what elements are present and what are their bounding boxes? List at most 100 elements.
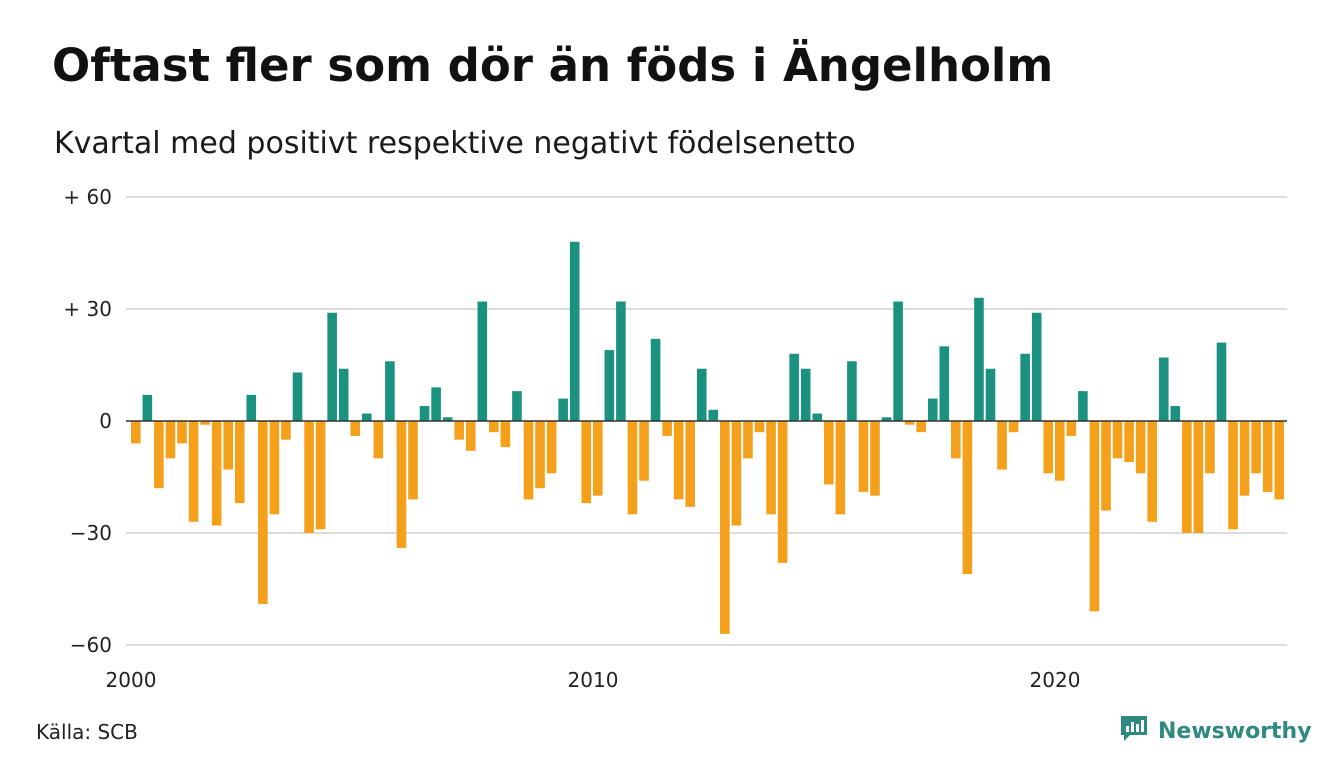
bar — [1008, 421, 1019, 433]
bar — [685, 421, 695, 507]
bar — [500, 421, 511, 448]
bar — [558, 398, 568, 421]
bar — [731, 421, 742, 526]
bar — [1193, 421, 1204, 533]
bar — [847, 361, 857, 421]
bar — [1124, 421, 1134, 463]
y-axis-ticks: −60 −30 0 + 30 + 60 — [63, 185, 112, 657]
bar — [362, 413, 372, 421]
bar — [835, 421, 846, 515]
bar — [777, 421, 788, 563]
bar — [292, 372, 303, 421]
y-tick-label: + 30 — [63, 297, 112, 321]
bar — [431, 387, 441, 421]
bar — [1147, 421, 1157, 522]
bar — [720, 421, 730, 634]
bar — [812, 413, 823, 421]
y-tick-label: + 60 — [63, 185, 112, 209]
bar — [1078, 391, 1088, 421]
bar — [234, 421, 245, 504]
bar — [269, 421, 280, 515]
bar — [593, 421, 603, 496]
bar — [1170, 406, 1181, 421]
bar — [1216, 342, 1227, 421]
bar — [165, 421, 176, 459]
bar — [1262, 421, 1273, 492]
bar — [131, 421, 141, 444]
x-tick-label: 2020 — [1030, 668, 1081, 692]
bar — [939, 346, 950, 421]
bar — [916, 421, 926, 433]
bar — [281, 421, 291, 440]
brand-logo: Newsworthy — [1118, 713, 1312, 749]
bar — [708, 409, 719, 421]
bar — [465, 421, 476, 451]
bar — [893, 301, 903, 421]
x-axis-ticks: 2000 2010 2020 — [106, 668, 1081, 692]
bar — [962, 421, 973, 575]
bar — [211, 421, 222, 526]
bar — [385, 361, 395, 421]
bar — [800, 368, 811, 421]
bar — [304, 421, 314, 533]
brand-name: Newsworthy — [1158, 718, 1312, 744]
bar — [1055, 421, 1065, 481]
bar — [881, 417, 892, 421]
bar — [188, 421, 199, 522]
bar — [442, 417, 453, 421]
bar — [1020, 353, 1030, 421]
bar — [662, 421, 672, 436]
bar — [1251, 421, 1261, 474]
bar — [754, 421, 765, 433]
x-tick-label: 2000 — [106, 668, 157, 692]
bar — [477, 301, 488, 421]
source-note: Källa: SCB — [36, 720, 138, 744]
y-tick-label: −30 — [70, 521, 112, 545]
bar — [338, 368, 349, 421]
bar — [1274, 421, 1285, 500]
bar — [951, 421, 961, 459]
bar — [1239, 421, 1250, 496]
bar — [142, 394, 153, 421]
bar — [604, 350, 615, 421]
bar — [408, 421, 418, 500]
bar — [200, 421, 210, 425]
bar — [581, 421, 592, 504]
bar — [1031, 312, 1042, 421]
bar — [766, 421, 776, 515]
bar — [154, 421, 164, 489]
bars — [131, 241, 1285, 634]
bar — [246, 394, 257, 421]
bar — [373, 421, 384, 459]
y-tick-label: −60 — [70, 633, 112, 657]
chart-subtitle: Kvartal med positivt respektive negativt… — [54, 126, 856, 161]
bar — [1228, 421, 1238, 530]
bar — [419, 406, 430, 421]
bar — [523, 421, 534, 500]
bar — [569, 241, 580, 421]
bar — [396, 421, 407, 548]
chart-title: Oftast fler som dör än föds i Ängelholm — [52, 39, 1054, 92]
bar — [904, 421, 915, 425]
bar — [927, 398, 938, 421]
bar — [1135, 421, 1146, 474]
bar — [985, 368, 996, 421]
bar — [650, 338, 661, 421]
bar — [1066, 421, 1077, 436]
bar — [258, 421, 268, 604]
bar — [824, 421, 834, 485]
bar — [350, 421, 361, 436]
bar — [1043, 421, 1054, 474]
bar — [327, 312, 337, 421]
bar — [315, 421, 326, 530]
bar — [627, 421, 638, 515]
bar — [489, 421, 499, 433]
bar — [858, 421, 869, 492]
bar — [454, 421, 464, 440]
bar — [1089, 421, 1100, 612]
bar — [789, 353, 799, 421]
bar — [512, 391, 522, 421]
newsworthy-logo-icon — [1118, 713, 1150, 749]
bar — [616, 301, 626, 421]
bar — [673, 421, 684, 500]
